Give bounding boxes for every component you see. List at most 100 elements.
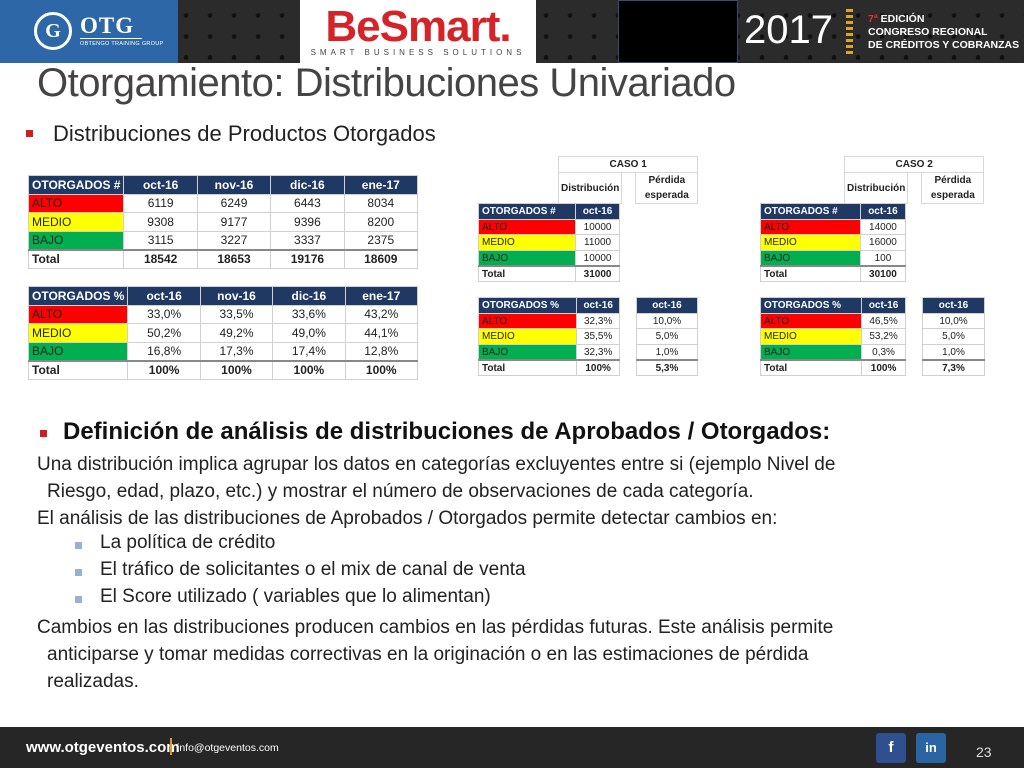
table-cell: 3227 [196,230,272,250]
table-row: MEDIO 11000 [477,234,620,252]
table-row: ALTO 10000 [477,218,620,236]
table-total-row: Total 100% [759,359,906,377]
congress-title: 7ª EDICIÓN CONGRESO REGIONAL DE CRÉDITOS… [868,13,1019,52]
row-label: Total [27,359,129,380]
caso1-percent-table: OTORGADOS % oct-16 ALTO 32,3% MEDIO 35,5% BAJO… [477,297,620,377]
list-item: El tráfico de solicitantes o el mix de c… [100,559,526,580]
table-cell: 9308 [123,212,198,232]
paragraph-1-line-2: Riesgo, edad, plazo, etc.) y mostrar el … [47,481,754,502]
table-header-row: OTORGADOS % oct-16 nov-16 dic-16 ene-17 [27,286,419,306]
table-cell: 35,5% [576,328,620,346]
table-cell: 32,3% [576,312,620,330]
otg-name: OTG [80,13,135,38]
table-cell: 1,0% [922,344,985,361]
table-cell: 100 [859,250,907,267]
besmart-logo: BeSmart. SMART BUSINESS SOLUTIONS [300,0,536,63]
besmart-tagline: SMART BUSINESS SOLUTIONS [310,48,526,57]
row-label: MEDIO [27,212,125,232]
linkedin-icon[interactable]: in [916,733,946,763]
row-label: Total [477,359,578,377]
column-header: dic-16 [272,286,346,306]
list-bullet-icon [75,596,82,603]
page-number: 23 [976,744,992,760]
list-item: El Score utilizado ( variables que lo al… [100,586,491,607]
table-cell: 3115 [123,230,198,250]
slide-subtitle: Distribuciones de Productos Otorgados [53,121,436,146]
column-header: oct-16 [127,286,201,306]
table-row: ALTO 14000 [760,218,907,236]
footer-website-link[interactable]: www.otgeventos.com [26,739,180,756]
facebook-icon[interactable]: f [876,733,906,763]
table-cell: 9177 [196,212,272,232]
table-cell: 100% [127,359,201,380]
table-row: MEDIO 35,5% [477,328,620,346]
table-row: BAJO 16,8% 17,3% 17,4% 12,8% [27,341,419,361]
table-cell: 100% [272,359,346,380]
list-bullet-icon [75,569,82,576]
table-header-row: OTORGADOS # oct-16 [477,203,620,220]
table-cell: 17,4% [272,341,346,361]
footer-email-link[interactable]: info@otgeventos.com [177,742,279,754]
table-cell: 18542 [123,248,198,269]
row-label: MEDIO [477,234,577,252]
row-label: MEDIO [477,328,578,346]
table-cell: 16000 [859,234,907,252]
table-row: BAJO 32,3% [477,344,620,361]
table-row: 1,0% [636,344,698,361]
section-title: Definición de análisis de distribuciones… [63,418,831,445]
column-header: oct-16 [123,175,198,195]
column-header: oct-16 [576,297,620,314]
percent-table: OTORGADOS % oct-16 nov-16 dic-16 ene-17 ALTO 3… [27,286,419,380]
row-label: BAJO [477,344,578,361]
footer-divider [170,738,172,755]
caso2-col-distribution: Distribución [843,172,909,204]
table-cell: 12,8% [344,341,419,361]
row-label: ALTO [477,218,577,236]
table-cell: 46,5% [861,312,906,330]
table-header-row: OTORGADOS % oct-16 [759,297,906,314]
table-cell: 6249 [196,193,272,213]
column-header: OTORGADOS % [477,297,578,314]
column-header: OTORGADOS # [760,203,861,220]
otg-divider [80,38,142,39]
column-header: ene-17 [343,175,419,195]
otg-logo: G OTG OBTENGO TRAINING GROUP [0,0,178,63]
table-cell: 8034 [343,193,419,213]
caso2-col-loss: Pérdida esperada [921,172,985,204]
row-label: Total [759,359,863,377]
caso1-col-loss: Pérdida esperada [635,172,699,204]
table-cell: 10,0% [636,312,698,330]
table-cell: 7,3% [922,359,985,377]
row-label: BAJO [27,341,129,361]
table-row: ALTO 33,0% 33,5% 33,6% 43,2% [27,304,419,324]
table-cell: 33,5% [199,304,274,324]
table-total-row: Total 30100 [760,265,907,283]
table-row: 5,0% [636,328,698,346]
table-cell: 6119 [123,193,198,213]
column-header: OTORGADOS % [759,297,863,314]
column-header: OTORGADOS # [477,203,577,220]
caso2-loss-line2: esperada [930,190,975,201]
row-label: Total [27,248,125,269]
caso1-loss-line1: Pérdida [648,175,686,186]
table-row: 10,0% [922,312,985,330]
table-header-row: OTORGADOS % oct-16 [477,297,620,314]
table-cell: 30100 [859,265,907,283]
row-label: BAJO [477,250,577,267]
table-row: 1,0% [922,344,985,361]
table-cell: 49,2% [199,323,274,343]
row-label: MEDIO [759,328,863,346]
caso1-loss-line2: esperada [644,190,689,201]
caso1-label: CASO 1 [557,156,699,173]
row-label: Total [760,265,861,283]
slide-title: Otorgamiento: Distribuciones Univariado [37,61,736,105]
caso2-loss-table: oct-16 10,0% 5,0% 1,0% 7,3% [922,297,985,377]
event-year: 2017 [744,8,833,52]
top-banner: G OTG OBTENGO TRAINING GROUP BeSmart. SM… [0,0,1024,63]
caso2-percent-table: OTORGADOS % oct-16 ALTO 46,5% MEDIO 53,2% BAJO… [759,297,906,377]
table-row: ALTO 6119 6249 6443 8034 [27,193,419,213]
table-cell: 44,1% [344,323,419,343]
row-label: Total [477,265,577,283]
table-cell: 100% [576,359,620,377]
table-cell: 31000 [575,265,620,283]
